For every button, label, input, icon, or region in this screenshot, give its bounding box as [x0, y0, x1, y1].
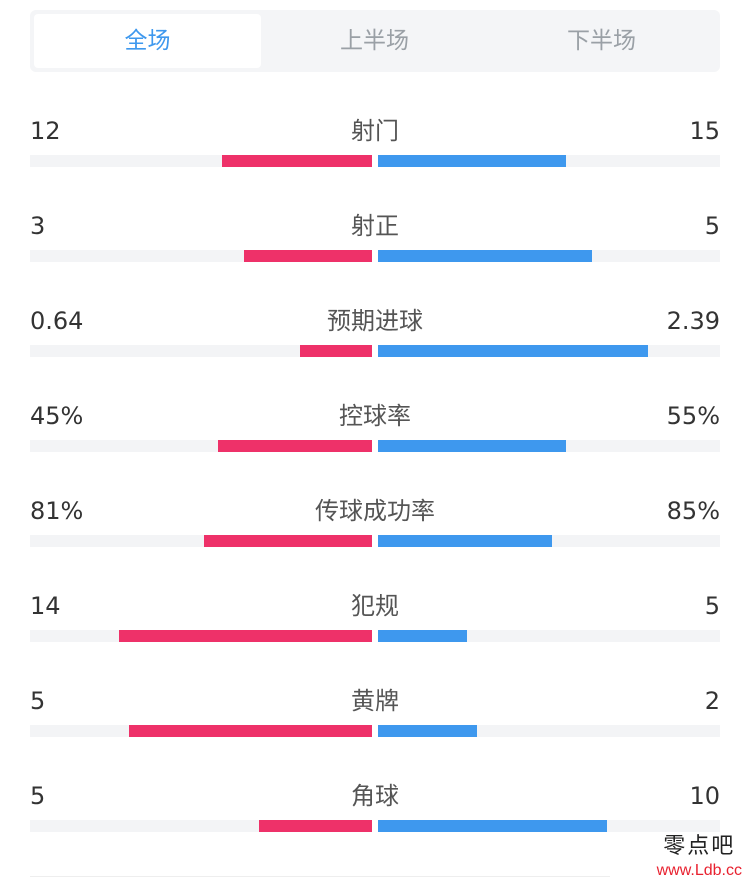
away-bar-track [378, 630, 720, 642]
away-bar [378, 250, 592, 262]
home-value: 5 [30, 782, 46, 810]
period-tabs: 全场 上半场 下半场 [30, 10, 720, 72]
away-bar [378, 345, 648, 357]
home-bar [129, 725, 372, 737]
home-bar-track [30, 250, 372, 262]
stat-row: 14 犯规 5 [30, 592, 720, 682]
away-bar-track [378, 820, 720, 832]
away-bar [378, 630, 467, 642]
away-value: 55% [666, 402, 720, 430]
away-bar [378, 440, 566, 452]
stat-row: 0.64 预期进球 2.39 [30, 307, 720, 397]
home-bar [119, 630, 372, 642]
away-bar-track [378, 535, 720, 547]
home-bar-track [30, 820, 372, 832]
away-bar [378, 155, 566, 167]
away-bar [378, 535, 552, 547]
home-value: 45% [30, 402, 84, 430]
tab-full-match[interactable]: 全场 [34, 14, 261, 68]
away-value: 10 [689, 782, 720, 810]
stat-label: 射正 [351, 212, 399, 240]
home-bar-track [30, 630, 372, 642]
tab-first-half[interactable]: 上半场 [340, 28, 409, 54]
away-value: 15 [689, 117, 720, 145]
stat-row: 81% 传球成功率 85% [30, 497, 720, 587]
home-bar [300, 345, 372, 357]
stat-label: 角球 [351, 782, 399, 810]
stat-row: 5 角球 10 [30, 782, 720, 872]
home-bar [259, 820, 372, 832]
stat-label: 控球率 [339, 402, 411, 430]
home-bar [222, 155, 372, 167]
away-bar-track [378, 725, 720, 737]
stat-row: 45% 控球率 55% [30, 402, 720, 492]
away-bar-track [378, 250, 720, 262]
home-bar-track [30, 155, 372, 167]
home-value: 81% [30, 497, 84, 525]
home-value: 3 [30, 212, 46, 240]
stat-label: 黄牌 [351, 687, 399, 715]
home-bar-track [30, 440, 372, 452]
tab-second-half[interactable]: 下半场 [567, 28, 636, 54]
away-value: 5 [704, 212, 720, 240]
stat-label: 传球成功率 [315, 497, 435, 525]
watermark-title: 零点吧 [663, 834, 736, 859]
stat-row: 3 射正 5 [30, 212, 720, 302]
away-bar-track [378, 155, 720, 167]
home-value: 14 [30, 592, 61, 620]
away-value: 85% [666, 497, 720, 525]
away-bar-track [378, 345, 720, 357]
away-value: 2.39 [666, 307, 720, 335]
home-bar [244, 250, 372, 262]
watermark-logo: 零点吧 www.Ldb.cc [657, 833, 742, 881]
home-bar [204, 535, 372, 547]
away-bar [378, 820, 607, 832]
stat-label: 预期进球 [327, 307, 423, 335]
stat-row: 12 射门 15 [30, 117, 720, 207]
away-bar [378, 725, 477, 737]
bottom-divider [30, 876, 610, 877]
watermark-url: www.Ldb.cc [656, 862, 742, 879]
away-value: 5 [704, 592, 720, 620]
stat-label: 射门 [351, 117, 399, 145]
stat-label: 犯规 [351, 592, 399, 620]
away-bar-track [378, 440, 720, 452]
home-value: 5 [30, 687, 46, 715]
home-bar-track [30, 345, 372, 357]
home-bar-track [30, 725, 372, 737]
home-value: 0.64 [30, 307, 84, 335]
stat-row: 5 黄牌 2 [30, 687, 720, 777]
home-value: 12 [30, 117, 61, 145]
away-value: 2 [704, 687, 720, 715]
home-bar [218, 440, 372, 452]
home-bar-track [30, 535, 372, 547]
